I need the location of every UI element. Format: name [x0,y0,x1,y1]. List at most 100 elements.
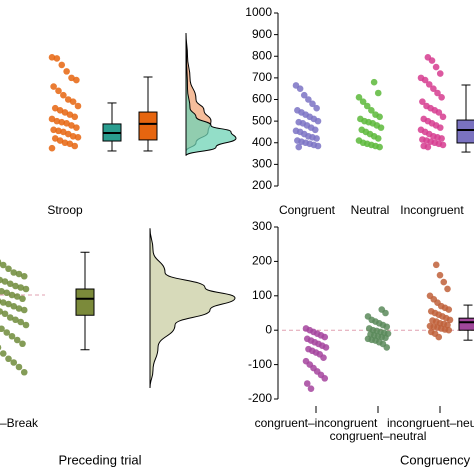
data-point [1,310,9,318]
data-point [74,134,82,141]
x-axis-title: Preceding trial [58,452,141,467]
data-point [311,126,319,134]
y-tick-label: 200 [252,178,272,192]
data-point [10,359,18,366]
data-point [434,89,441,97]
y-tick-label: 200 [252,254,272,268]
data-point [419,98,426,105]
data-point [305,96,312,103]
data-point [6,314,14,321]
data-point [307,385,315,392]
data-point [12,282,19,290]
data-point [3,289,11,297]
data-point [60,91,67,99]
data-point [376,113,383,121]
data-point [438,135,445,142]
data-point [383,344,391,351]
data-point [0,344,2,351]
y-tick-label: -200 [248,391,272,405]
data-point [5,355,12,363]
box [458,317,474,331]
data-point [322,344,330,351]
box [75,288,95,316]
data-point [376,143,383,151]
data-point [428,57,436,64]
data-point [383,323,391,331]
y-tick-label: 900 [252,27,272,41]
data-point [320,354,327,362]
y-tick-label: 400 [252,135,272,149]
x-tick-label: incongruent–neutral [387,416,474,430]
data-point [438,94,445,101]
data-point [439,113,447,121]
data-point [19,295,26,303]
x-tick-label: congruent–incongruent [255,416,378,430]
data-point [0,299,7,306]
data-point [73,124,80,131]
y-tick-label: 700 [252,70,272,84]
data-point [73,76,80,84]
data-point [15,363,23,371]
data-point [444,285,451,293]
y-tick-label: 1000 [245,5,272,19]
y-tick-label: 300 [252,219,272,233]
data-point [439,141,447,149]
data-point [17,318,25,326]
data-point [53,55,61,62]
data-point [71,113,79,121]
data-point [55,87,62,95]
data-point [370,78,378,86]
data-point [440,278,448,286]
box [456,119,474,144]
data-point [359,98,367,105]
data-point [69,98,77,105]
x-tick-label: Congruent [279,203,336,217]
data-point [313,135,320,142]
data-point [22,321,30,329]
data-point [50,83,57,90]
x-axis-title: Congruency [400,452,471,467]
x-tick-label: Stroop [47,203,83,217]
data-point [424,143,432,151]
y-tick-label: 800 [252,48,272,62]
data-point [295,143,303,151]
data-point [71,142,79,150]
data-point [435,109,443,116]
data-point [17,284,25,291]
data-point [10,269,18,276]
x-tick-label: Incongruent [400,203,464,217]
data-point [58,61,66,69]
y-tick-label: 100 [252,288,272,302]
data-point [321,375,329,382]
data-point [355,94,363,101]
data-point [314,117,322,125]
data-point [20,272,28,280]
y-tick-label: 600 [252,92,272,106]
data-point [296,85,304,92]
data-point [6,280,14,288]
data-point [377,124,385,131]
data-point [436,124,444,131]
data-point [3,329,11,336]
density [149,228,236,389]
data-point [303,380,311,387]
data-point [22,285,30,293]
data-point [0,261,7,269]
data-point [432,63,440,71]
data-point [300,91,308,99]
data-point [425,81,433,88]
data-point [5,300,12,308]
data-point [1,278,9,285]
data-point [8,291,16,299]
data-point [20,306,28,314]
box [138,111,158,141]
data-point [436,70,444,77]
y-tick-label: 0 [265,322,272,336]
data-point [48,144,56,152]
data-point [19,340,26,348]
data-point [74,102,82,110]
x-tick-label: –Break [0,416,39,430]
data-point [0,325,5,333]
data-point [10,302,18,310]
